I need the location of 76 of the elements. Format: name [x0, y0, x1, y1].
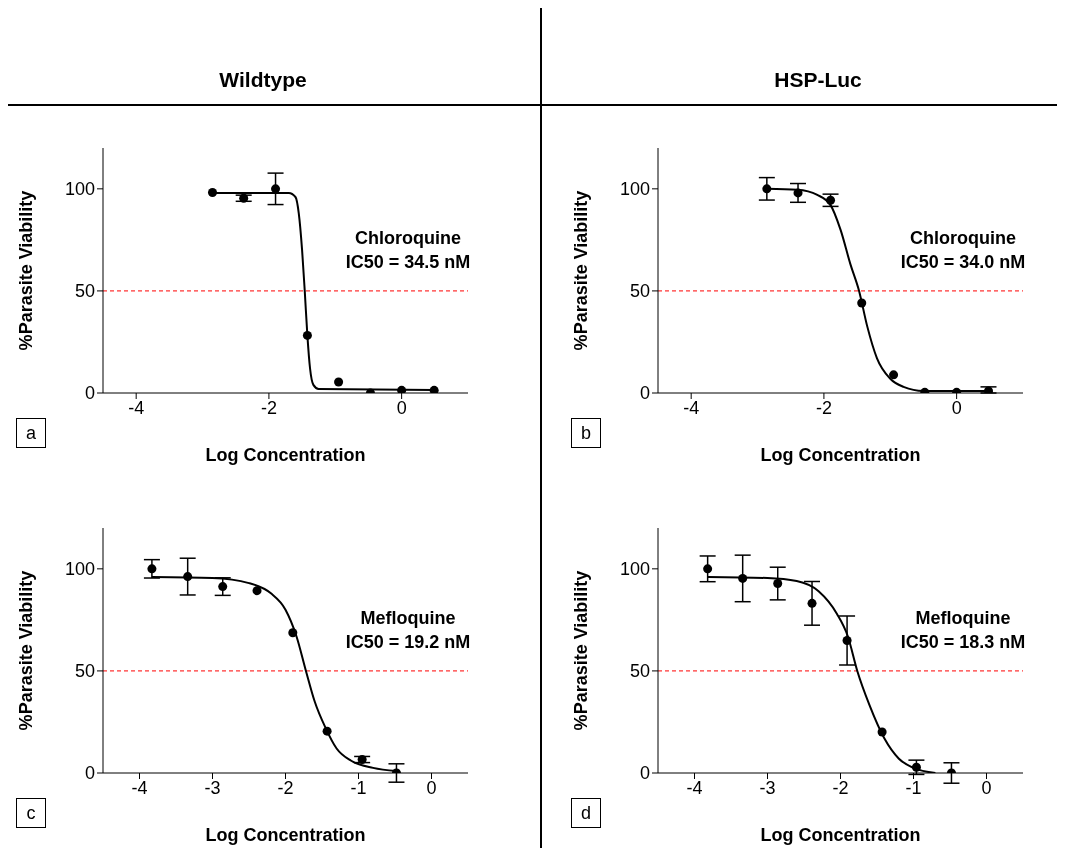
y-axis-title: %Parasite Viability [16, 570, 37, 731]
point [147, 564, 157, 574]
y-tick-label: 0 [639, 763, 650, 784]
point [207, 188, 218, 198]
y-tick-label: 50 [74, 661, 95, 682]
point [826, 195, 836, 205]
x-axis-title: Log Concentration [760, 445, 921, 465]
annotation: Chloroquine [354, 227, 462, 250]
point [302, 330, 312, 340]
x-tick-label: -4 [686, 777, 703, 798]
point [183, 572, 193, 582]
point [429, 385, 439, 393]
point [807, 598, 817, 608]
x-axis-title: Log Concentration [205, 825, 366, 845]
y-tick-label: 50 [629, 661, 650, 682]
point [239, 193, 249, 203]
x-tick-label: -3 [759, 777, 776, 798]
point [773, 579, 783, 589]
point [911, 762, 921, 772]
point [334, 377, 344, 387]
point [252, 586, 262, 596]
point [738, 573, 748, 583]
y-tick-label: 50 [74, 281, 95, 302]
y-axis-title: %Parasite Viability [571, 190, 592, 351]
annotation: Mefloquine [359, 607, 457, 630]
x-axis-title: Log Concentration [760, 825, 921, 845]
annotation: IC50 = 18.3 nM [899, 631, 1027, 654]
annotation: IC50 = 34.0 nM [899, 251, 1027, 274]
annotation: IC50 = 34.5 nM [344, 251, 472, 274]
annotation: Chloroquine [909, 227, 1017, 250]
y-tick-label: 100 [64, 179, 95, 200]
x-tick-label: -2 [832, 777, 849, 798]
chart-title: HSP-Luc [773, 68, 863, 92]
annotation: Mefloquine [914, 607, 1012, 630]
point [857, 298, 867, 308]
point [762, 184, 772, 194]
y-tick-label: 0 [84, 383, 95, 404]
y-tick-label: 100 [619, 179, 650, 200]
x-tick-label: 0 [396, 397, 407, 418]
y-axis-title: %Parasite Viability [16, 190, 37, 351]
annotation: IC50 = 19.2 nM [344, 631, 472, 654]
text: b [571, 418, 601, 448]
x-tick-label: -2 [260, 397, 277, 418]
x-tick-label: -1 [350, 777, 367, 798]
x-tick-label: -2 [277, 777, 294, 798]
x-tick-label: 0 [426, 777, 437, 798]
point [288, 628, 298, 638]
point [703, 564, 713, 574]
text: c [16, 798, 46, 828]
point [397, 385, 407, 393]
point [357, 755, 367, 765]
point [218, 582, 228, 592]
point [889, 370, 899, 380]
y-axis-title: %Parasite Viability [571, 570, 592, 731]
x-tick-label: -1 [905, 777, 922, 798]
text: a [16, 418, 46, 448]
point [877, 727, 887, 737]
x-tick-label: 0 [981, 777, 992, 798]
x-tick-label: 0 [951, 397, 962, 418]
y-tick-label: 100 [64, 559, 95, 580]
x-tick-label: -3 [204, 777, 221, 798]
x-tick-label: -4 [131, 777, 148, 798]
y-tick-label: 0 [639, 383, 650, 404]
point [322, 726, 332, 736]
point [793, 188, 803, 198]
x-tick-label: -4 [683, 397, 700, 418]
point [983, 386, 993, 393]
chart-title: Wildtype [218, 68, 308, 92]
x-axis-title: Log Concentration [205, 445, 366, 465]
y-tick-label: 50 [629, 281, 650, 302]
text: d [571, 798, 601, 828]
y-tick-label: 0 [84, 763, 95, 784]
x-tick-label: -2 [815, 397, 832, 418]
y-tick-label: 100 [619, 559, 650, 580]
x-tick-label: -4 [128, 397, 145, 418]
point [842, 635, 852, 645]
